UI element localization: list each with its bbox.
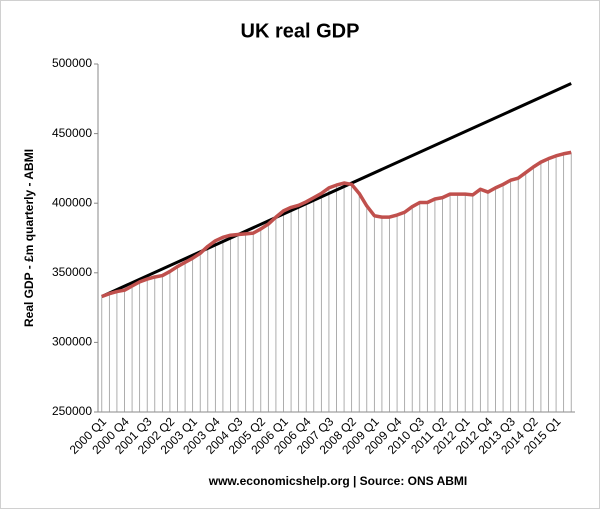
y-axis-label: Real GDP - £m quarterly - ABMI bbox=[22, 149, 36, 327]
y-tick-label: 350000 bbox=[52, 265, 92, 279]
series-line bbox=[101, 150, 572, 299]
y-tick-label: 300000 bbox=[52, 335, 92, 349]
trend-line bbox=[101, 82, 572, 298]
y-tick-label: 500000 bbox=[52, 56, 92, 70]
footer: www.economicshelp.org | Source: ONS ABMI bbox=[208, 474, 468, 488]
y-tick-label: 400000 bbox=[52, 195, 92, 209]
chart-title: UK real GDP bbox=[241, 20, 360, 42]
y-tick-label: 450000 bbox=[52, 126, 92, 140]
y-tick-label: 250000 bbox=[52, 404, 92, 418]
